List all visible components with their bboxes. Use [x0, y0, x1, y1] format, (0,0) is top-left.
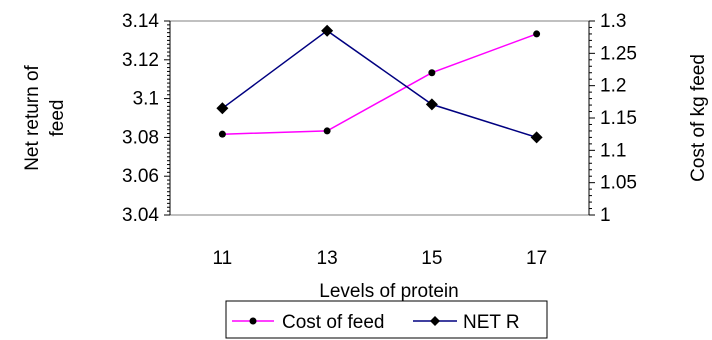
data-point-cost-of-feed [533, 30, 541, 38]
legend-label-cost-of-feed: Cost of feed [282, 312, 384, 333]
y-axis-left-title-line2: feed [47, 100, 68, 137]
data-point-net-r [530, 131, 543, 144]
series-line-net-r [221, 29, 537, 139]
legend: Cost of feed NET R [225, 300, 548, 339]
right-axis-ticks: 1.3 1.25 1.2 1.15 1.1 1.05 1 [589, 11, 637, 226]
y-axis-left-title-line1: Net return of [22, 64, 43, 170]
right-tick-label: 1.3 [600, 11, 626, 32]
left-tick-label: 3.04 [122, 205, 159, 226]
left-axis-ticks: 3.14 3.12 3.1 3.08 3.06 3.04 [122, 11, 170, 226]
left-tick-label: 3.1 [133, 89, 159, 110]
data-point-net-r [216, 102, 229, 115]
left-tick-label: 3.12 [122, 50, 159, 71]
right-tick-label: 1.1 [600, 140, 626, 161]
right-tick-label: 1.2 [600, 76, 626, 97]
series-layer [216, 24, 543, 144]
data-point-cost-of-feed [428, 69, 436, 77]
x-axis-ticks: 11 13 15 17 [213, 248, 548, 269]
series-line-cost-of-feed [222, 33, 537, 135]
legend-box [225, 300, 548, 339]
x-tick-label: 13 [317, 248, 338, 269]
x-tick-label: 15 [421, 248, 442, 269]
y-axis-right-title: Cost of kg feed [688, 54, 709, 182]
x-tick-label: 11 [213, 248, 233, 269]
data-point-net-r [321, 24, 334, 37]
left-tick-label: 3.14 [122, 11, 159, 32]
x-tick-label: 17 [526, 248, 547, 269]
x-axis-title: Levels of protein [319, 281, 458, 302]
data-point-net-r [425, 98, 438, 111]
legend-marker-net-r [430, 316, 440, 326]
right-tick-label: 1.05 [600, 173, 637, 194]
left-tick-label: 3.08 [122, 127, 159, 148]
plot-area-border [169, 20, 590, 216]
legend-marker-cost-of-feed [249, 317, 257, 325]
right-tick-label: 1.15 [600, 108, 637, 129]
legend-label-net-r: NET R [463, 312, 520, 333]
right-tick-label: 1 [600, 205, 611, 226]
right-tick-label: 1.25 [600, 43, 637, 64]
left-tick-label: 3.06 [122, 166, 159, 187]
data-point-cost-of-feed [218, 130, 226, 138]
data-point-cost-of-feed [323, 127, 331, 135]
